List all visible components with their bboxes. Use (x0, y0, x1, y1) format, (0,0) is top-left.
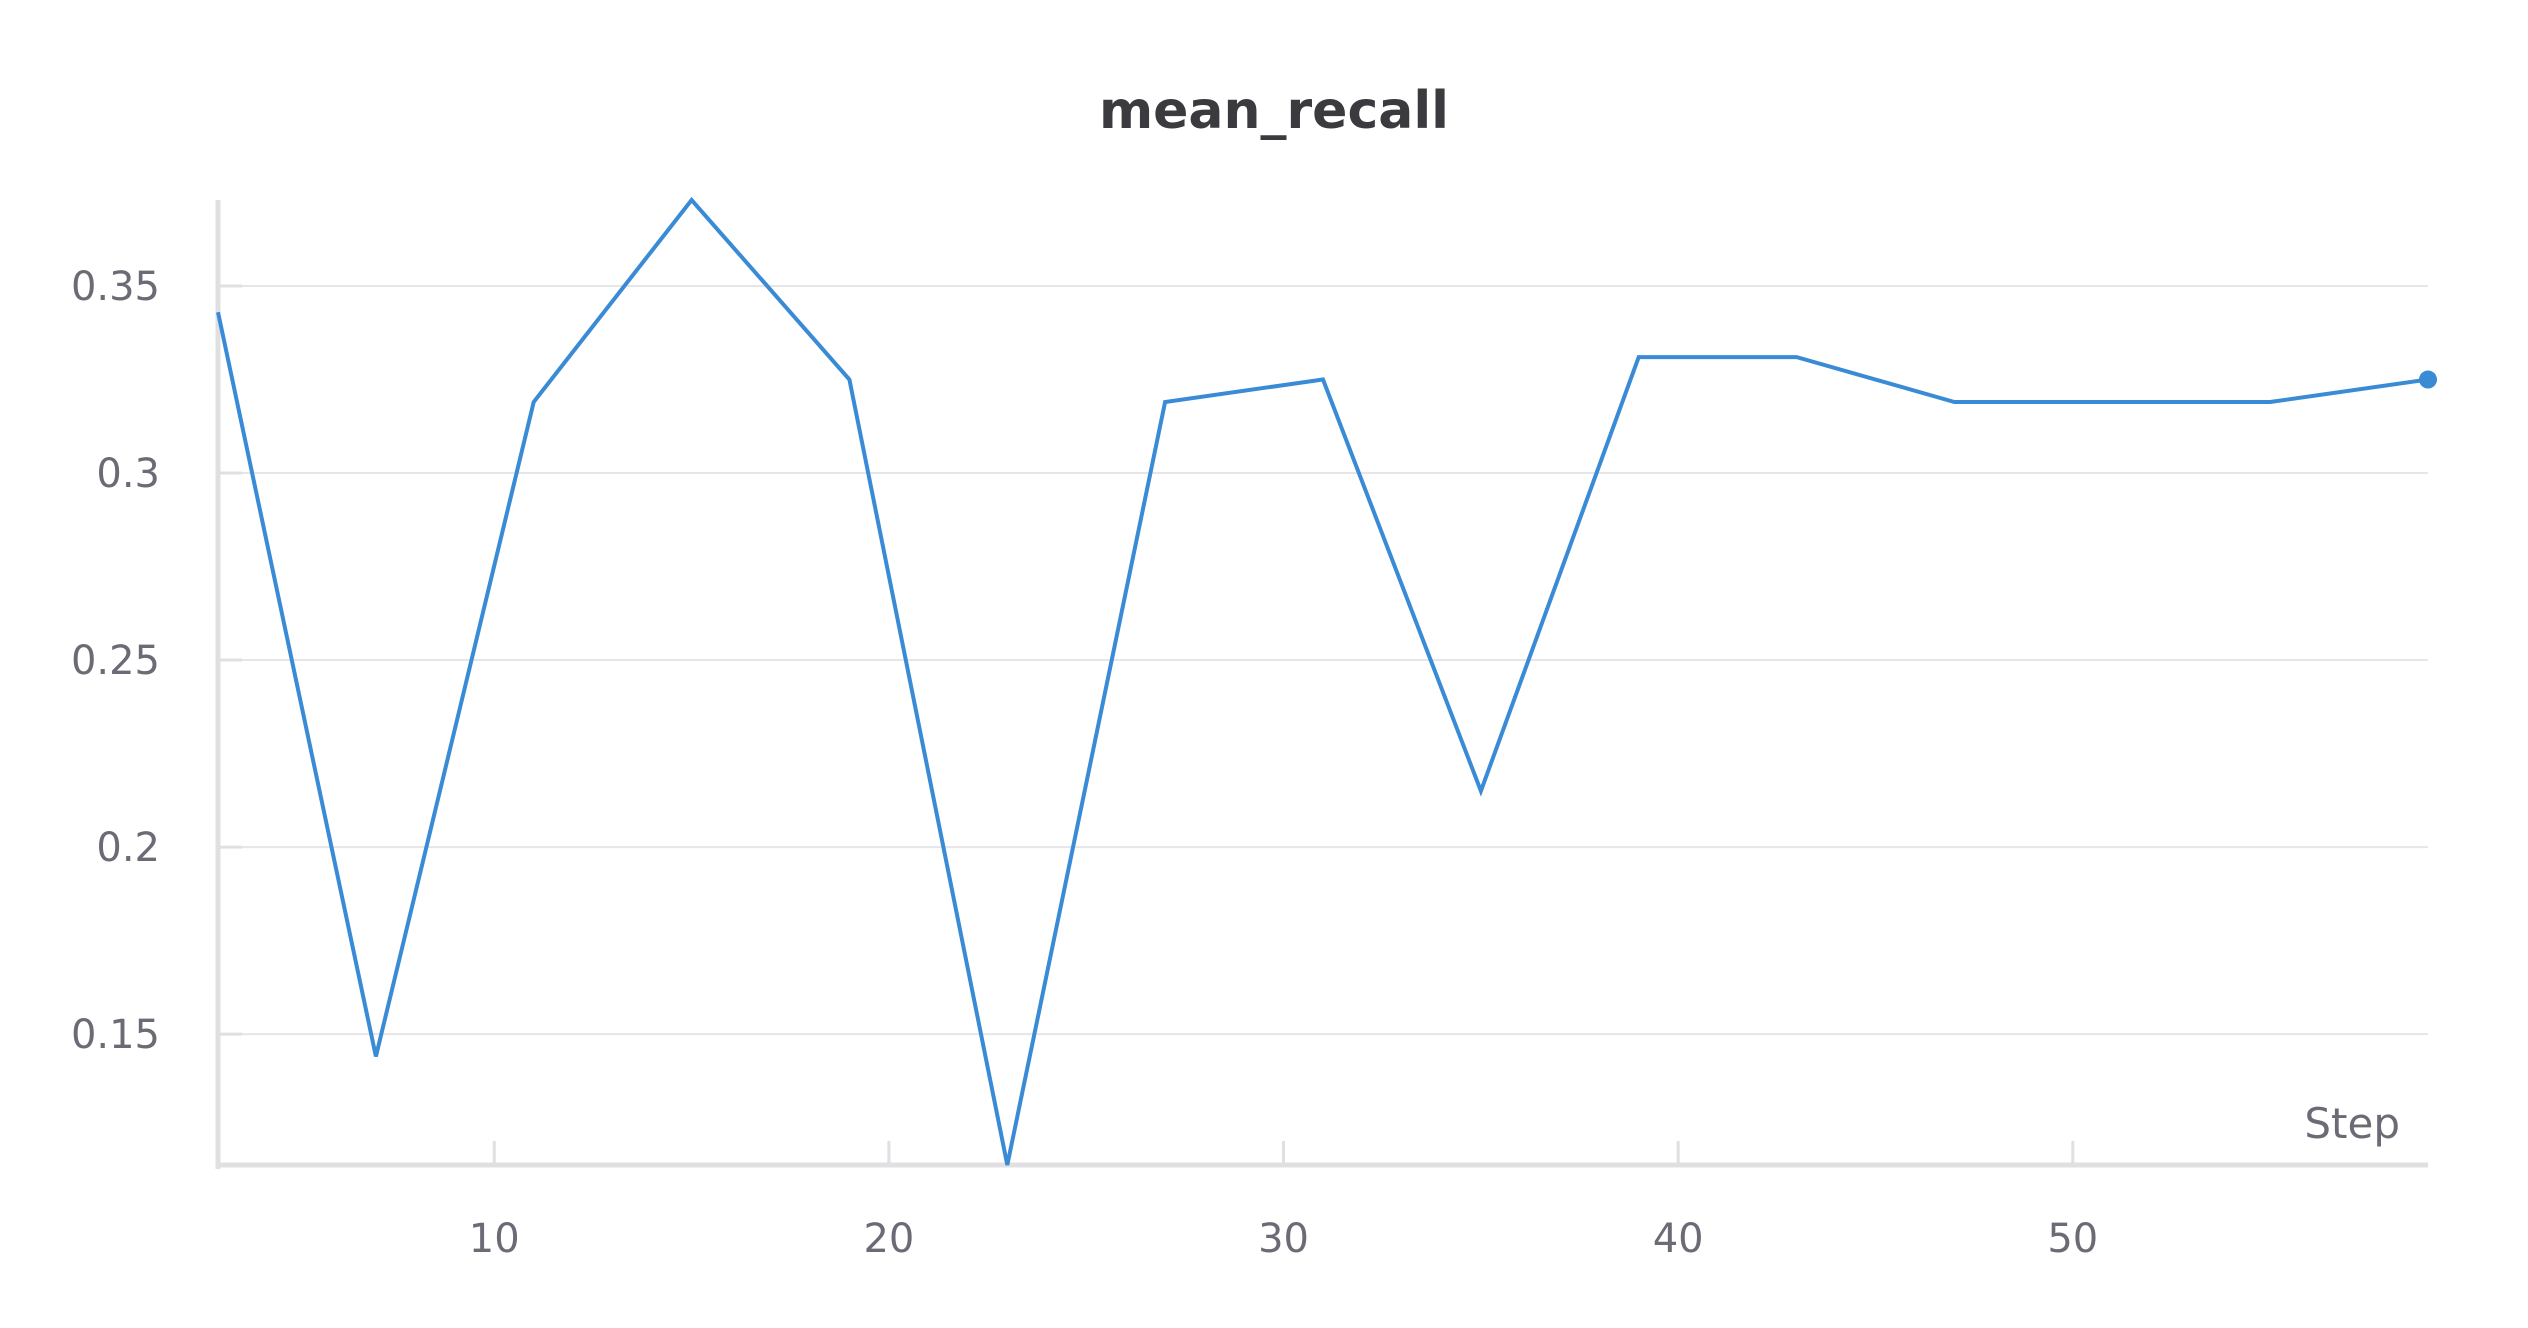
series-endpoint (2419, 370, 2437, 389)
axes (215, 200, 2428, 1169)
chart-title: mean_recall (1099, 81, 1449, 141)
grid (218, 285, 2428, 1036)
y-tick-label: 0.35 (71, 264, 160, 310)
x-tick-label: 40 (1653, 1216, 1704, 1262)
series-line (216, 196, 2429, 1166)
series-layer (216, 196, 2437, 1166)
y-tick-label: 0.15 (71, 1012, 160, 1058)
x-tick-label: 20 (863, 1216, 914, 1262)
x-tick-label: 10 (469, 1216, 520, 1262)
tick-labels: 0.15 0.2 0.25 0.3 0.35 10 20 30 40 50 (71, 264, 2098, 1262)
x-axis-label: Step (2304, 1099, 2400, 1148)
y-tick-label: 0.3 (96, 451, 160, 497)
y-tick-label: 0.2 (96, 825, 160, 871)
x-tick-label: 50 (2047, 1216, 2098, 1262)
y-tick-label: 0.25 (71, 638, 160, 684)
x-tick-label: 30 (1258, 1216, 1309, 1262)
